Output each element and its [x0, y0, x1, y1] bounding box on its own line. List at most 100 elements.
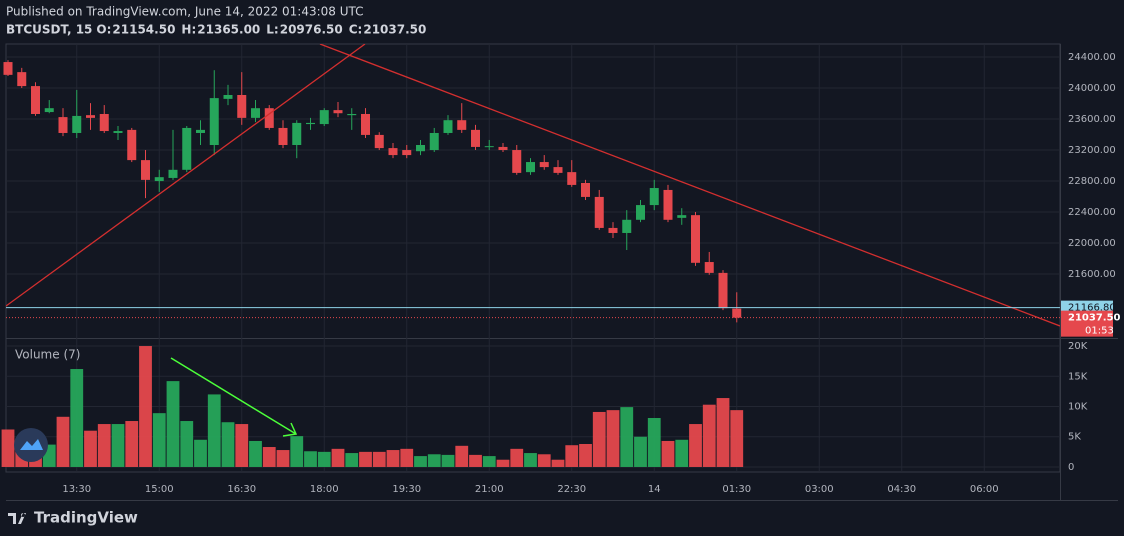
candle-body — [526, 162, 535, 173]
volume-bar — [331, 448, 345, 467]
volume-bar — [194, 439, 207, 467]
volume-bar — [97, 424, 111, 467]
candle-body — [361, 113, 370, 135]
candle-body — [347, 113, 357, 116]
arrow-head — [282, 422, 298, 437]
y-tick-label: 23200.00 — [1068, 145, 1116, 156]
x-tick-label: 13:30 — [62, 484, 91, 495]
brand-mark — [8, 513, 26, 524]
legend-value: 21365.00 — [197, 23, 260, 37]
y-tick-label: 24400.00 — [1068, 52, 1116, 63]
candle-body — [196, 129, 205, 133]
volume-bar — [414, 456, 427, 467]
x-tick-label: 16:30 — [227, 484, 256, 495]
candle-body — [58, 117, 68, 133]
candle-body — [237, 95, 247, 118]
y-tick-label: 23600.00 — [1068, 114, 1116, 125]
volume-bar — [565, 445, 579, 467]
candle-body — [17, 72, 27, 87]
volume-bar — [661, 440, 675, 467]
volume-bar — [702, 404, 716, 467]
y-tick-label: 22000.00 — [1068, 238, 1116, 249]
legend-value: 20976.50 — [280, 23, 343, 37]
candle-body — [31, 86, 40, 114]
candle-body — [581, 182, 590, 197]
volume-bar — [317, 451, 331, 467]
candle-body — [319, 110, 329, 125]
candle-body — [141, 160, 150, 180]
legend-key: C: — [349, 23, 363, 37]
volume-bar — [84, 430, 97, 467]
logo-shape — [20, 439, 43, 450]
volume-bar — [592, 411, 606, 467]
trend-line — [319, 44, 1060, 327]
x-tick-label: 03:00 — [805, 484, 834, 495]
x-tick-label: 22:30 — [557, 484, 586, 495]
candle-body — [251, 108, 260, 118]
candle-body — [306, 122, 315, 125]
candle-body — [72, 115, 82, 133]
volume-bar — [496, 459, 510, 467]
y-tick-label: 22400.00 — [1068, 207, 1116, 218]
candle-body — [429, 132, 439, 151]
candle-body — [264, 108, 274, 128]
trend-line — [6, 44, 366, 307]
volume-bar — [304, 451, 317, 467]
volume-bar — [262, 447, 276, 467]
volume-bar — [647, 418, 661, 467]
volume-bar — [139, 346, 152, 467]
x-tick-label: 01:30 — [722, 484, 751, 495]
volume-bar — [221, 422, 235, 467]
volume-bar — [290, 436, 304, 467]
candle-body — [484, 146, 494, 148]
candle-body — [594, 196, 604, 228]
volume-bar — [634, 436, 647, 467]
candle-body — [718, 272, 728, 309]
watermark-logo — [14, 428, 48, 462]
price-line-label-bg — [1061, 300, 1113, 314]
candle-body — [704, 262, 714, 273]
published-note: Published on TradingView.com, June 14, 2… — [6, 5, 364, 19]
volume-bar — [469, 454, 482, 467]
candle-body — [223, 95, 233, 99]
volume-bar — [579, 444, 592, 467]
candle-body — [443, 120, 453, 133]
candle-body — [663, 189, 673, 220]
volume-bar — [125, 421, 139, 467]
volume-bar — [400, 448, 414, 467]
volume-tick-label: 20K — [1068, 341, 1088, 352]
candle-body — [374, 134, 384, 149]
candle-body — [677, 215, 687, 218]
candle-body — [3, 62, 13, 75]
volume-bar — [689, 424, 702, 467]
volume-bar — [427, 454, 441, 467]
last-price-label: 21037.50 — [1068, 313, 1121, 324]
candle-body — [512, 150, 522, 173]
candle-body — [498, 146, 508, 151]
volume-tick-label: 15K — [1068, 371, 1088, 382]
y-tick-label: 21600.00 — [1068, 269, 1116, 280]
legend-key: H: — [181, 23, 196, 37]
volume-bar — [111, 424, 125, 467]
candle-body — [567, 172, 577, 185]
y-tick-label: 22800.00 — [1068, 176, 1116, 187]
candle-body — [333, 110, 343, 114]
volume-bar — [675, 439, 689, 467]
volume-bar — [716, 398, 730, 467]
volume-bar — [345, 453, 359, 467]
x-tick-label: 06:00 — [970, 484, 999, 495]
volume-bar — [1, 429, 15, 467]
volume-bar — [441, 454, 455, 467]
x-tick-label: 18:00 — [310, 484, 339, 495]
candle-body — [649, 188, 659, 206]
volume-bar — [249, 440, 262, 467]
legend-key: O: — [96, 23, 111, 37]
candle-body — [154, 177, 164, 182]
trend-lines — [6, 44, 1060, 327]
x-tick-label: 15:00 — [145, 484, 174, 495]
candle-body — [402, 150, 412, 156]
candle-body — [113, 131, 123, 133]
legend-key: L: — [266, 23, 278, 37]
volume-bar — [606, 410, 620, 467]
